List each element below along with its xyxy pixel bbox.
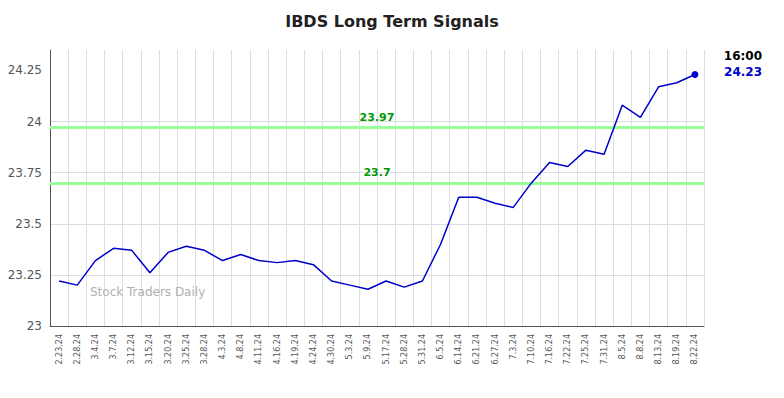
svg-text:8.19.24: 8.19.24 [672,334,681,365]
svg-text:6.27.24: 6.27.24 [491,334,500,365]
svg-text:4.3.24: 4.3.24 [218,334,227,359]
svg-text:3.15.24: 3.15.24 [145,334,154,365]
svg-text:3.7.24: 3.7.24 [109,334,118,359]
svg-text:5.28.24: 5.28.24 [400,334,409,365]
svg-text:3.25.24: 3.25.24 [182,334,191,365]
svg-text:8.8.24: 8.8.24 [636,334,645,359]
svg-text:4.19.24: 4.19.24 [291,334,300,365]
svg-text:4.30.24: 4.30.24 [327,334,336,365]
svg-text:23.75: 23.75 [8,166,42,180]
svg-text:23.7: 23.7 [363,166,390,179]
svg-text:23.5: 23.5 [15,217,42,231]
svg-text:4.24.24: 4.24.24 [309,334,318,365]
svg-text:23.25: 23.25 [8,268,42,282]
svg-text:2.23.24: 2.23.24 [55,334,64,365]
svg-text:7.31.24: 7.31.24 [600,334,609,365]
svg-text:3.20.24: 3.20.24 [164,334,173,365]
svg-text:5.3.24: 5.3.24 [345,334,354,359]
svg-text:5.9.24: 5.9.24 [363,334,372,359]
svg-text:3.12.24: 3.12.24 [127,334,136,365]
svg-text:6.21.24: 6.21.24 [472,334,481,365]
svg-text:16:00: 16:00 [724,49,762,63]
svg-text:4.8.24: 4.8.24 [236,334,245,359]
svg-text:23.97: 23.97 [360,111,395,124]
svg-text:8.5.24: 8.5.24 [618,334,627,359]
svg-text:7.3.24: 7.3.24 [509,334,518,359]
svg-text:IBDS Long Term Signals: IBDS Long Term Signals [285,12,499,31]
svg-text:8.22.24: 8.22.24 [690,334,699,365]
svg-text:6.14.24: 6.14.24 [454,334,463,365]
svg-text:24.23: 24.23 [724,65,762,79]
svg-text:7.16.24: 7.16.24 [545,334,554,365]
svg-text:5.17.24: 5.17.24 [382,334,391,365]
svg-text:3.28.24: 3.28.24 [200,334,209,365]
svg-text:8.13.24: 8.13.24 [654,334,663,365]
svg-text:2.28.24: 2.28.24 [73,334,82,365]
svg-text:24: 24 [27,115,42,129]
svg-text:24.25: 24.25 [8,63,42,77]
svg-text:4.11.24: 4.11.24 [254,334,263,365]
svg-text:7.10.24: 7.10.24 [527,334,536,365]
svg-text:4.16.24: 4.16.24 [273,334,282,365]
svg-text:3.4.24: 3.4.24 [91,334,100,359]
svg-text:Stock Traders Daily: Stock Traders Daily [90,285,205,299]
svg-text:5.31.24: 5.31.24 [418,334,427,365]
svg-text:6.5.24: 6.5.24 [436,334,445,359]
svg-text:23: 23 [27,319,42,333]
svg-text:7.22.24: 7.22.24 [563,334,572,365]
svg-text:7.25.24: 7.25.24 [581,334,590,365]
